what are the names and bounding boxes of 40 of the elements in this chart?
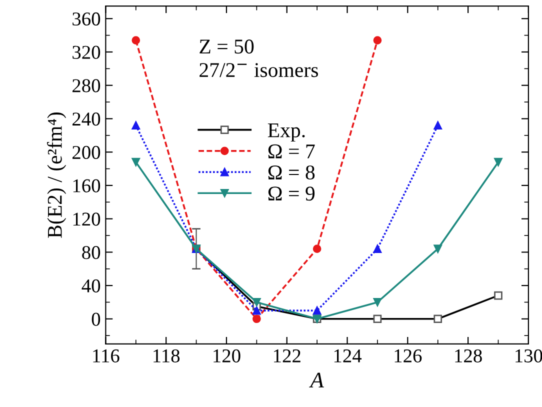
annotation: 27/2$^{−}$ isomers [200,63,318,78]
x-axis-title: A [309,372,324,388]
point [132,121,140,130]
point [132,158,140,166]
y-tick-label: 200 [72,146,100,160]
x-tick-label: 130 [516,349,542,362]
y-axis-title: B(E2) / (e²fm⁴) [47,112,66,238]
y-tick-label: 0 [92,312,100,326]
point [252,298,261,306]
legend-label: Exp. [268,123,305,142]
x-tick-label: 124 [334,349,362,362]
legend-label: Ω = 9 [268,186,315,201]
point [312,306,322,315]
point [373,244,382,253]
x-tick-label: 126 [394,349,422,362]
legend-label: Ω = 8 [268,165,315,180]
point [494,158,502,166]
point [434,121,442,130]
y-tick-label: 360 [72,12,100,26]
point [434,244,442,253]
point [132,36,140,44]
point [312,244,322,253]
point [373,36,382,44]
y-tick-label: 160 [73,179,100,192]
x-tick-label: 128 [455,349,482,362]
legend-label: Ω = 7 [268,144,315,158]
x-tick-label: 122 [274,349,300,362]
y-tick-label: 280 [72,79,100,92]
x-tick-label: 116 [93,349,120,362]
annotation: Z = 50 [200,40,254,54]
y-tick-label: 320 [72,46,100,59]
y-tick-label: 80 [82,246,100,260]
point [373,298,382,306]
point [252,306,261,315]
x-tick-label: 118 [154,349,180,362]
x-tick-label: 120 [214,349,240,362]
point [252,314,261,324]
y-tick-label: 240 [72,112,100,126]
y-tick-label: 120 [73,212,100,226]
y-tick-label: 40 [82,279,100,292]
